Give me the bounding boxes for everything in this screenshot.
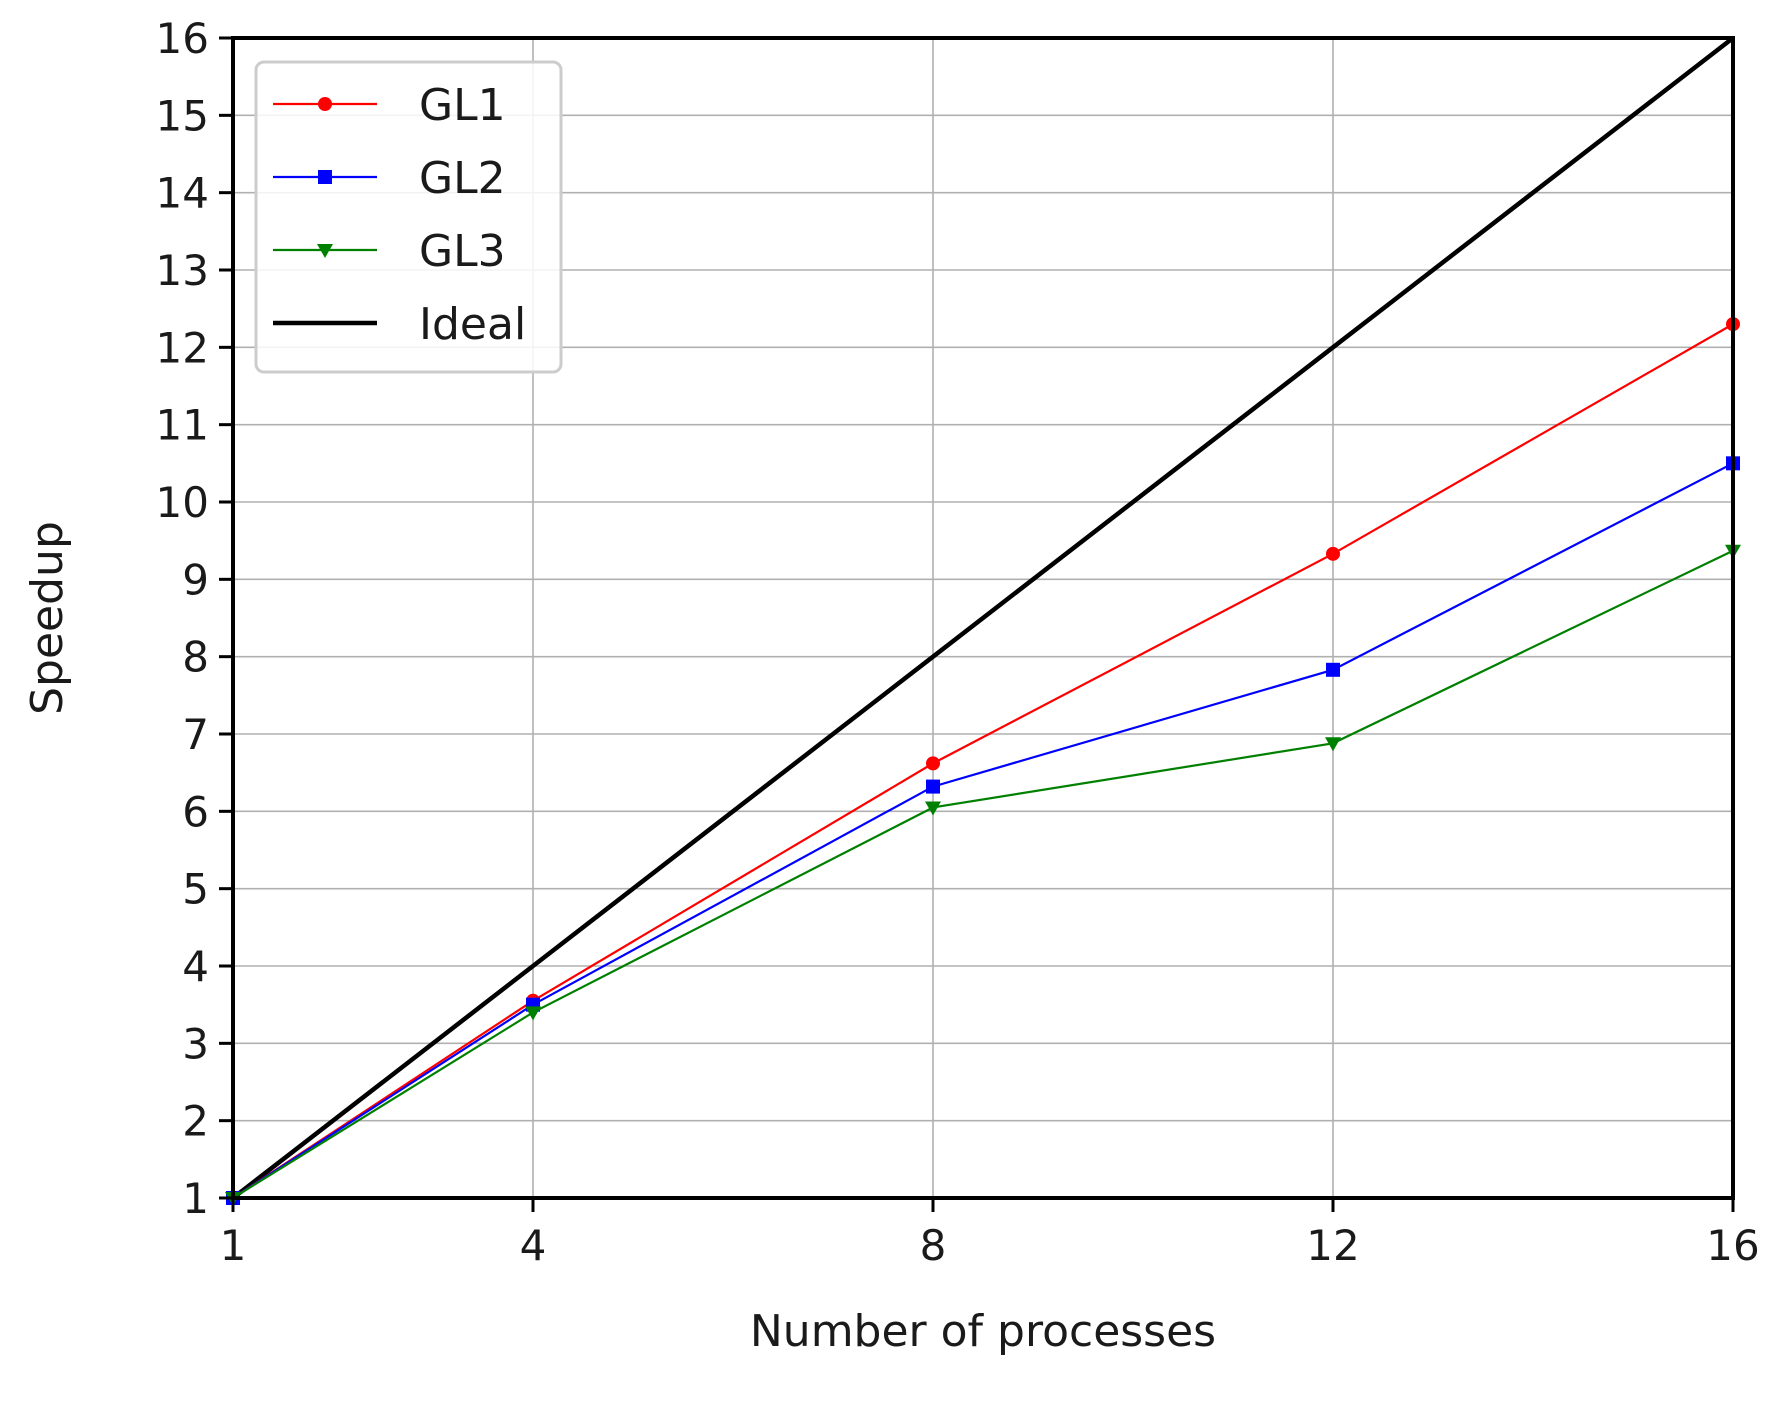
data-point-gl2 (926, 779, 940, 794)
legend-marker-gl3 (317, 244, 333, 258)
data-point-gl3 (525, 1006, 541, 1021)
y-tick-label: 12 (156, 323, 209, 372)
series-line-ideal (231, 36, 1735, 1200)
legend-marker-gl1 (318, 97, 332, 111)
legend: GL1 GL2 GL3 Ideal (254, 60, 563, 374)
legend-label-gl2: GL2 (419, 153, 506, 204)
data-point-gl3 (925, 801, 941, 816)
data-point-gl1 (926, 756, 940, 771)
series-line-gl3 (232, 549, 1734, 1199)
y-tick-label: 7 (182, 710, 209, 759)
data-point-gl2 (1326, 662, 1340, 677)
y-axis-label: Speedup (22, 521, 73, 715)
y-tick-label: 3 (182, 1019, 209, 1068)
y-tick-label: 8 (182, 633, 209, 682)
y-tick-label: 14 (156, 169, 209, 218)
y-tick-label: 10 (156, 478, 209, 527)
y-tick-label: 6 (182, 787, 209, 836)
plot-frame (231, 36, 1735, 1200)
y-tick-label: 9 (182, 555, 209, 604)
series-line-gl1 (232, 323, 1734, 1199)
y-tick-label: 1 (182, 1174, 209, 1223)
y-tick-label: 16 (156, 14, 209, 63)
x-tick-label: 16 (1706, 1221, 1759, 1270)
series-ideal (231, 36, 1735, 1200)
x-axis-label: Number of processes (750, 1306, 1216, 1357)
series-line-gl2 (232, 462, 1734, 1199)
x-tick-label: 4 (520, 1221, 547, 1270)
series-gl3 (225, 544, 1741, 1206)
y-tick-label: 5 (182, 865, 209, 914)
x-tick-label: 1 (220, 1221, 247, 1270)
y-tick-label: 13 (156, 246, 209, 295)
series-lines (225, 36, 1741, 1206)
y-tick-label: 4 (182, 942, 209, 991)
data-point-gl3 (1325, 737, 1341, 752)
y-tick-label: 11 (156, 401, 209, 450)
data-point-gl1 (1326, 546, 1340, 561)
series-gl2 (226, 456, 1740, 1205)
y-tick-label: 2 (182, 1097, 209, 1146)
legend-label-ideal: Ideal (419, 299, 526, 350)
x-tick-label: 12 (1306, 1221, 1359, 1270)
y-tick-label: 15 (156, 91, 209, 140)
legend-label-gl1: GL1 (419, 80, 506, 131)
legend-label-gl3: GL3 (419, 226, 506, 277)
series-gl1 (226, 317, 1740, 1205)
legend-marker-gl2 (318, 170, 332, 184)
legend-box (254, 60, 563, 374)
x-tick-label: 8 (920, 1221, 947, 1270)
